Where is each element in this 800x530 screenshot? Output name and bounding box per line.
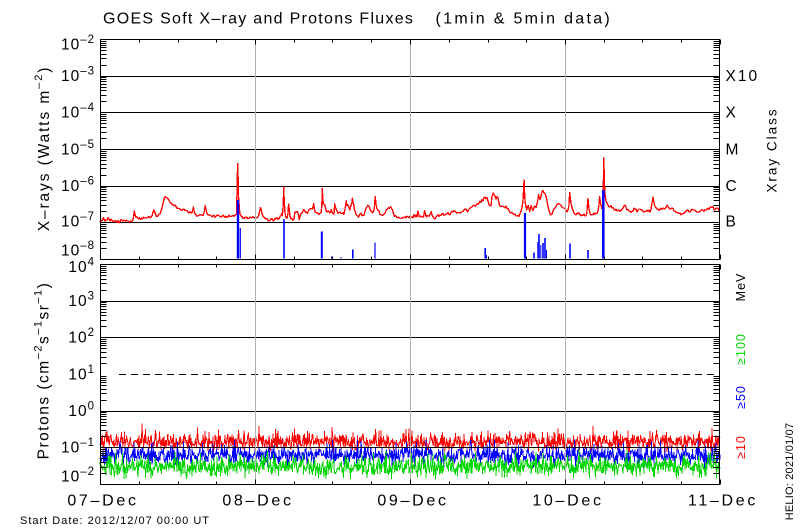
svg-text:103: 103 <box>68 291 95 311</box>
svg-text:X–rays (Watts m–2): X–rays (Watts m–2) <box>33 66 53 232</box>
svg-text:100: 100 <box>68 401 95 421</box>
svg-text:07–Dec: 07–Dec <box>67 493 138 510</box>
svg-text:≥10: ≥10 <box>734 435 748 459</box>
svg-text:09–Dec: 09–Dec <box>377 493 448 510</box>
svg-text:Start Date: 2012/12/07 00:00 U: Start Date: 2012/12/07 00:00 UT <box>20 515 210 527</box>
svg-text:X: X <box>726 105 738 122</box>
svg-text:104: 104 <box>68 256 95 276</box>
svg-text:HELIO: 2021/01/07: HELIO: 2021/01/07 <box>784 423 796 521</box>
svg-text:Xray Class: Xray Class <box>765 107 780 192</box>
svg-text:MeV: MeV <box>734 273 748 302</box>
svg-text:Protons (cm–2s–1sr–1): Protons (cm–2s–1sr–1) <box>33 282 53 460</box>
svg-text:GOES Soft X–ray and Protons Fl: GOES Soft X–ray and Protons Fluxes <box>103 10 414 27</box>
svg-text:(1min & 5min data): (1min & 5min data) <box>436 10 613 27</box>
svg-text:C: C <box>726 178 739 195</box>
svg-text:08–Dec: 08–Dec <box>222 493 293 510</box>
svg-text:M: M <box>726 141 741 158</box>
svg-text:X10: X10 <box>726 68 760 85</box>
svg-text:B: B <box>726 213 738 230</box>
svg-text:≥100: ≥100 <box>734 333 748 365</box>
svg-text:10–Dec: 10–Dec <box>532 493 603 510</box>
svg-text:11–Dec: 11–Dec <box>688 493 758 510</box>
svg-text:102: 102 <box>68 327 95 347</box>
svg-text:≥50: ≥50 <box>734 385 748 409</box>
svg-text:101: 101 <box>68 364 95 384</box>
